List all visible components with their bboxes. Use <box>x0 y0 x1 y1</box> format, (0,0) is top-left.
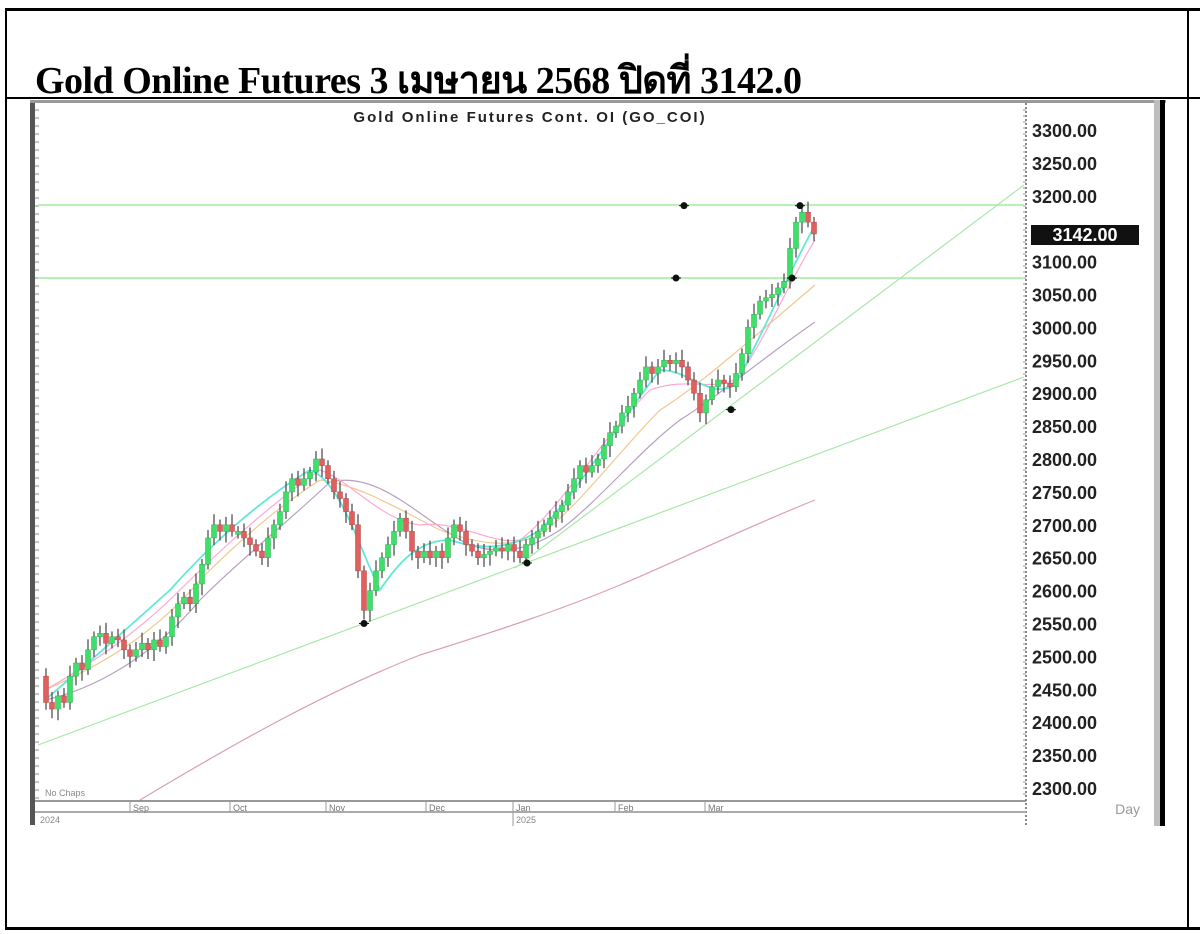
ma-short-line <box>44 224 816 701</box>
price-tick-label: 3000.00 <box>1032 318 1097 338</box>
chart-frame <box>30 100 1166 826</box>
price-tick-label: 3250.00 <box>1032 154 1097 174</box>
time-axis-labels: Sep Oct Nov Dec Jan 2025 Feb Mar <box>129 801 724 826</box>
pivot-markers <box>359 202 805 627</box>
price-tick-label: 2450.00 <box>1032 680 1097 700</box>
month-tick-label: Sep <box>133 803 149 813</box>
ma-medium-line <box>44 239 816 691</box>
price-tick-label: 3100.00 <box>1032 253 1097 273</box>
left-axis-bar <box>30 103 35 825</box>
month-tick-label: Jan <box>516 803 531 813</box>
month-tick-label: Oct <box>233 803 248 813</box>
price-tick-label: 2350.00 <box>1032 746 1097 766</box>
price-tick-label: 2300.00 <box>1032 779 1097 799</box>
chart-frame-border <box>1160 100 1165 826</box>
price-tick-label: 2500.00 <box>1032 647 1097 667</box>
long-trend-line <box>37 376 1025 746</box>
title-row: Gold Online Futures 3 เมษายน 2568 ปิดที่… <box>7 11 1200 102</box>
period-label: Day <box>1115 801 1140 817</box>
page-title: Gold Online Futures 3 เมษายน 2568 ปิดที่… <box>35 60 802 102</box>
price-tick-label: 2600.00 <box>1032 582 1097 602</box>
chart-title: Gold Online Futures Cont. OI (GO_COI) <box>353 109 706 126</box>
price-tick-label: 3300.00 <box>1032 121 1097 141</box>
price-tick-label: 3050.00 <box>1032 286 1097 306</box>
short-trend-line <box>514 184 1025 569</box>
month-tick-label: Nov <box>329 803 346 813</box>
month-tick-label: Dec <box>429 803 446 813</box>
last-price-label: 3142.00 <box>1052 225 1117 245</box>
footer-note: No Chaps <box>45 788 86 798</box>
start-year-label: 2024 <box>40 815 60 825</box>
table-column-divider <box>1187 8 1189 930</box>
price-tick-label: 2800.00 <box>1032 450 1097 470</box>
month-tick-label: Mar <box>708 803 724 813</box>
price-tick-label: 2550.00 <box>1032 615 1097 635</box>
price-tick-label: 2400.00 <box>1032 713 1097 733</box>
year-tick-label: 2025 <box>516 815 536 825</box>
ma-200-line <box>139 499 816 801</box>
price-tick-label: 2900.00 <box>1032 384 1097 404</box>
price-tick-label: 2850.00 <box>1032 417 1097 437</box>
price-tick-label: 2650.00 <box>1032 549 1097 569</box>
price-axis-labels: 3300.00 3250.00 3200.00 3100.00 3050.00 3000.… <box>1032 121 1097 799</box>
last-price-badge <box>1031 225 1139 245</box>
month-tick-label: Feb <box>618 803 634 813</box>
price-tick-label: 2950.00 <box>1032 351 1097 371</box>
candlestick-series <box>43 201 817 721</box>
price-tick-label: 2700.00 <box>1032 516 1097 536</box>
left-axis-ticks <box>35 109 1026 799</box>
price-tick-label: 3200.00 <box>1032 187 1097 207</box>
price-tick-label: 2750.00 <box>1032 483 1097 503</box>
ma-mid-line <box>44 284 816 691</box>
chart-frame-border <box>1154 100 1160 826</box>
page-table <box>5 8 1200 930</box>
